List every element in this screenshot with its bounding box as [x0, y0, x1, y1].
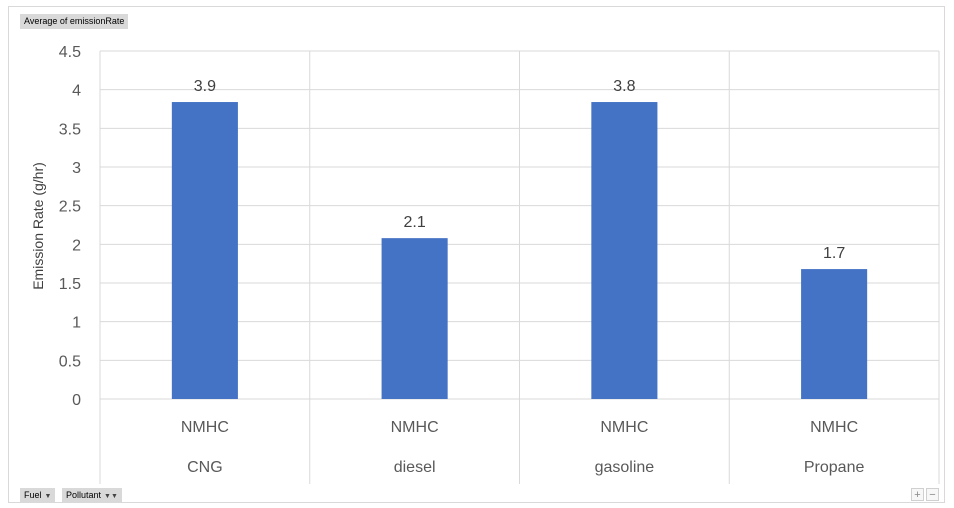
- zoom-out-button[interactable]: −: [926, 488, 939, 501]
- chevron-down-icon: ▼: [44, 493, 52, 500]
- bars: [171, 102, 868, 399]
- y-axis-ticks: 0 0.5 1 1.5 2 2.5 3 3.5 4 4.5: [59, 44, 81, 409]
- data-labels: 3.9 2.1 3.8 1.7: [194, 78, 846, 262]
- y-tick-label: 3: [72, 160, 81, 177]
- values-field-button[interactable]: Average of emissionRate: [20, 14, 129, 29]
- y-tick-label: 3.5: [59, 121, 81, 138]
- bar-propane[interactable]: [801, 269, 868, 399]
- x-category-label: diesel: [394, 459, 436, 476]
- y-tick-label: 2: [72, 237, 81, 254]
- pollutant-field-button[interactable]: Pollutant ▼▼: [62, 488, 122, 503]
- y-tick-label: 1.5: [59, 276, 81, 293]
- zoom-in-button[interactable]: +: [911, 488, 924, 501]
- fuel-field-label: Fuel: [24, 490, 42, 500]
- data-label: 3.8: [613, 78, 635, 95]
- x-subcategory-label: NMHC: [600, 419, 648, 436]
- filter-icon: ▼▼: [104, 493, 118, 500]
- bar-gasoline[interactable]: [591, 102, 658, 399]
- y-tick-label: 4: [72, 83, 81, 100]
- x-category-label: gasoline: [595, 459, 655, 476]
- y-tick-label: 4.5: [59, 44, 81, 61]
- data-label: 3.9: [194, 78, 216, 95]
- pollutant-field-label: Pollutant: [66, 490, 102, 500]
- data-label: 2.1: [404, 214, 426, 231]
- y-tick-label: 0: [72, 392, 81, 409]
- x-subcategory-label: NMHC: [181, 419, 229, 436]
- y-tick-label: 0.5: [59, 353, 81, 370]
- x-subcategory-label: NMHC: [391, 419, 439, 436]
- x-subcategory-label: NMHC: [810, 419, 858, 436]
- data-label: 1.7: [823, 245, 845, 262]
- gridlines: [99, 50, 940, 484]
- bar-cng[interactable]: [171, 102, 238, 399]
- fuel-field-button[interactable]: Fuel ▼: [20, 488, 56, 503]
- y-tick-label: 2.5: [59, 199, 81, 216]
- bar-diesel[interactable]: [381, 238, 448, 399]
- x-category-label: CNG: [187, 459, 223, 476]
- x-axis-categories: NMHC CNG NMHC diesel NMHC gasoline NMHC Propane: [181, 419, 865, 476]
- chart-frame: [8, 6, 945, 503]
- y-axis-label: Emission Rate (g/hr): [30, 162, 46, 290]
- y-tick-label: 1: [72, 315, 81, 332]
- x-category-label: Propane: [804, 459, 865, 476]
